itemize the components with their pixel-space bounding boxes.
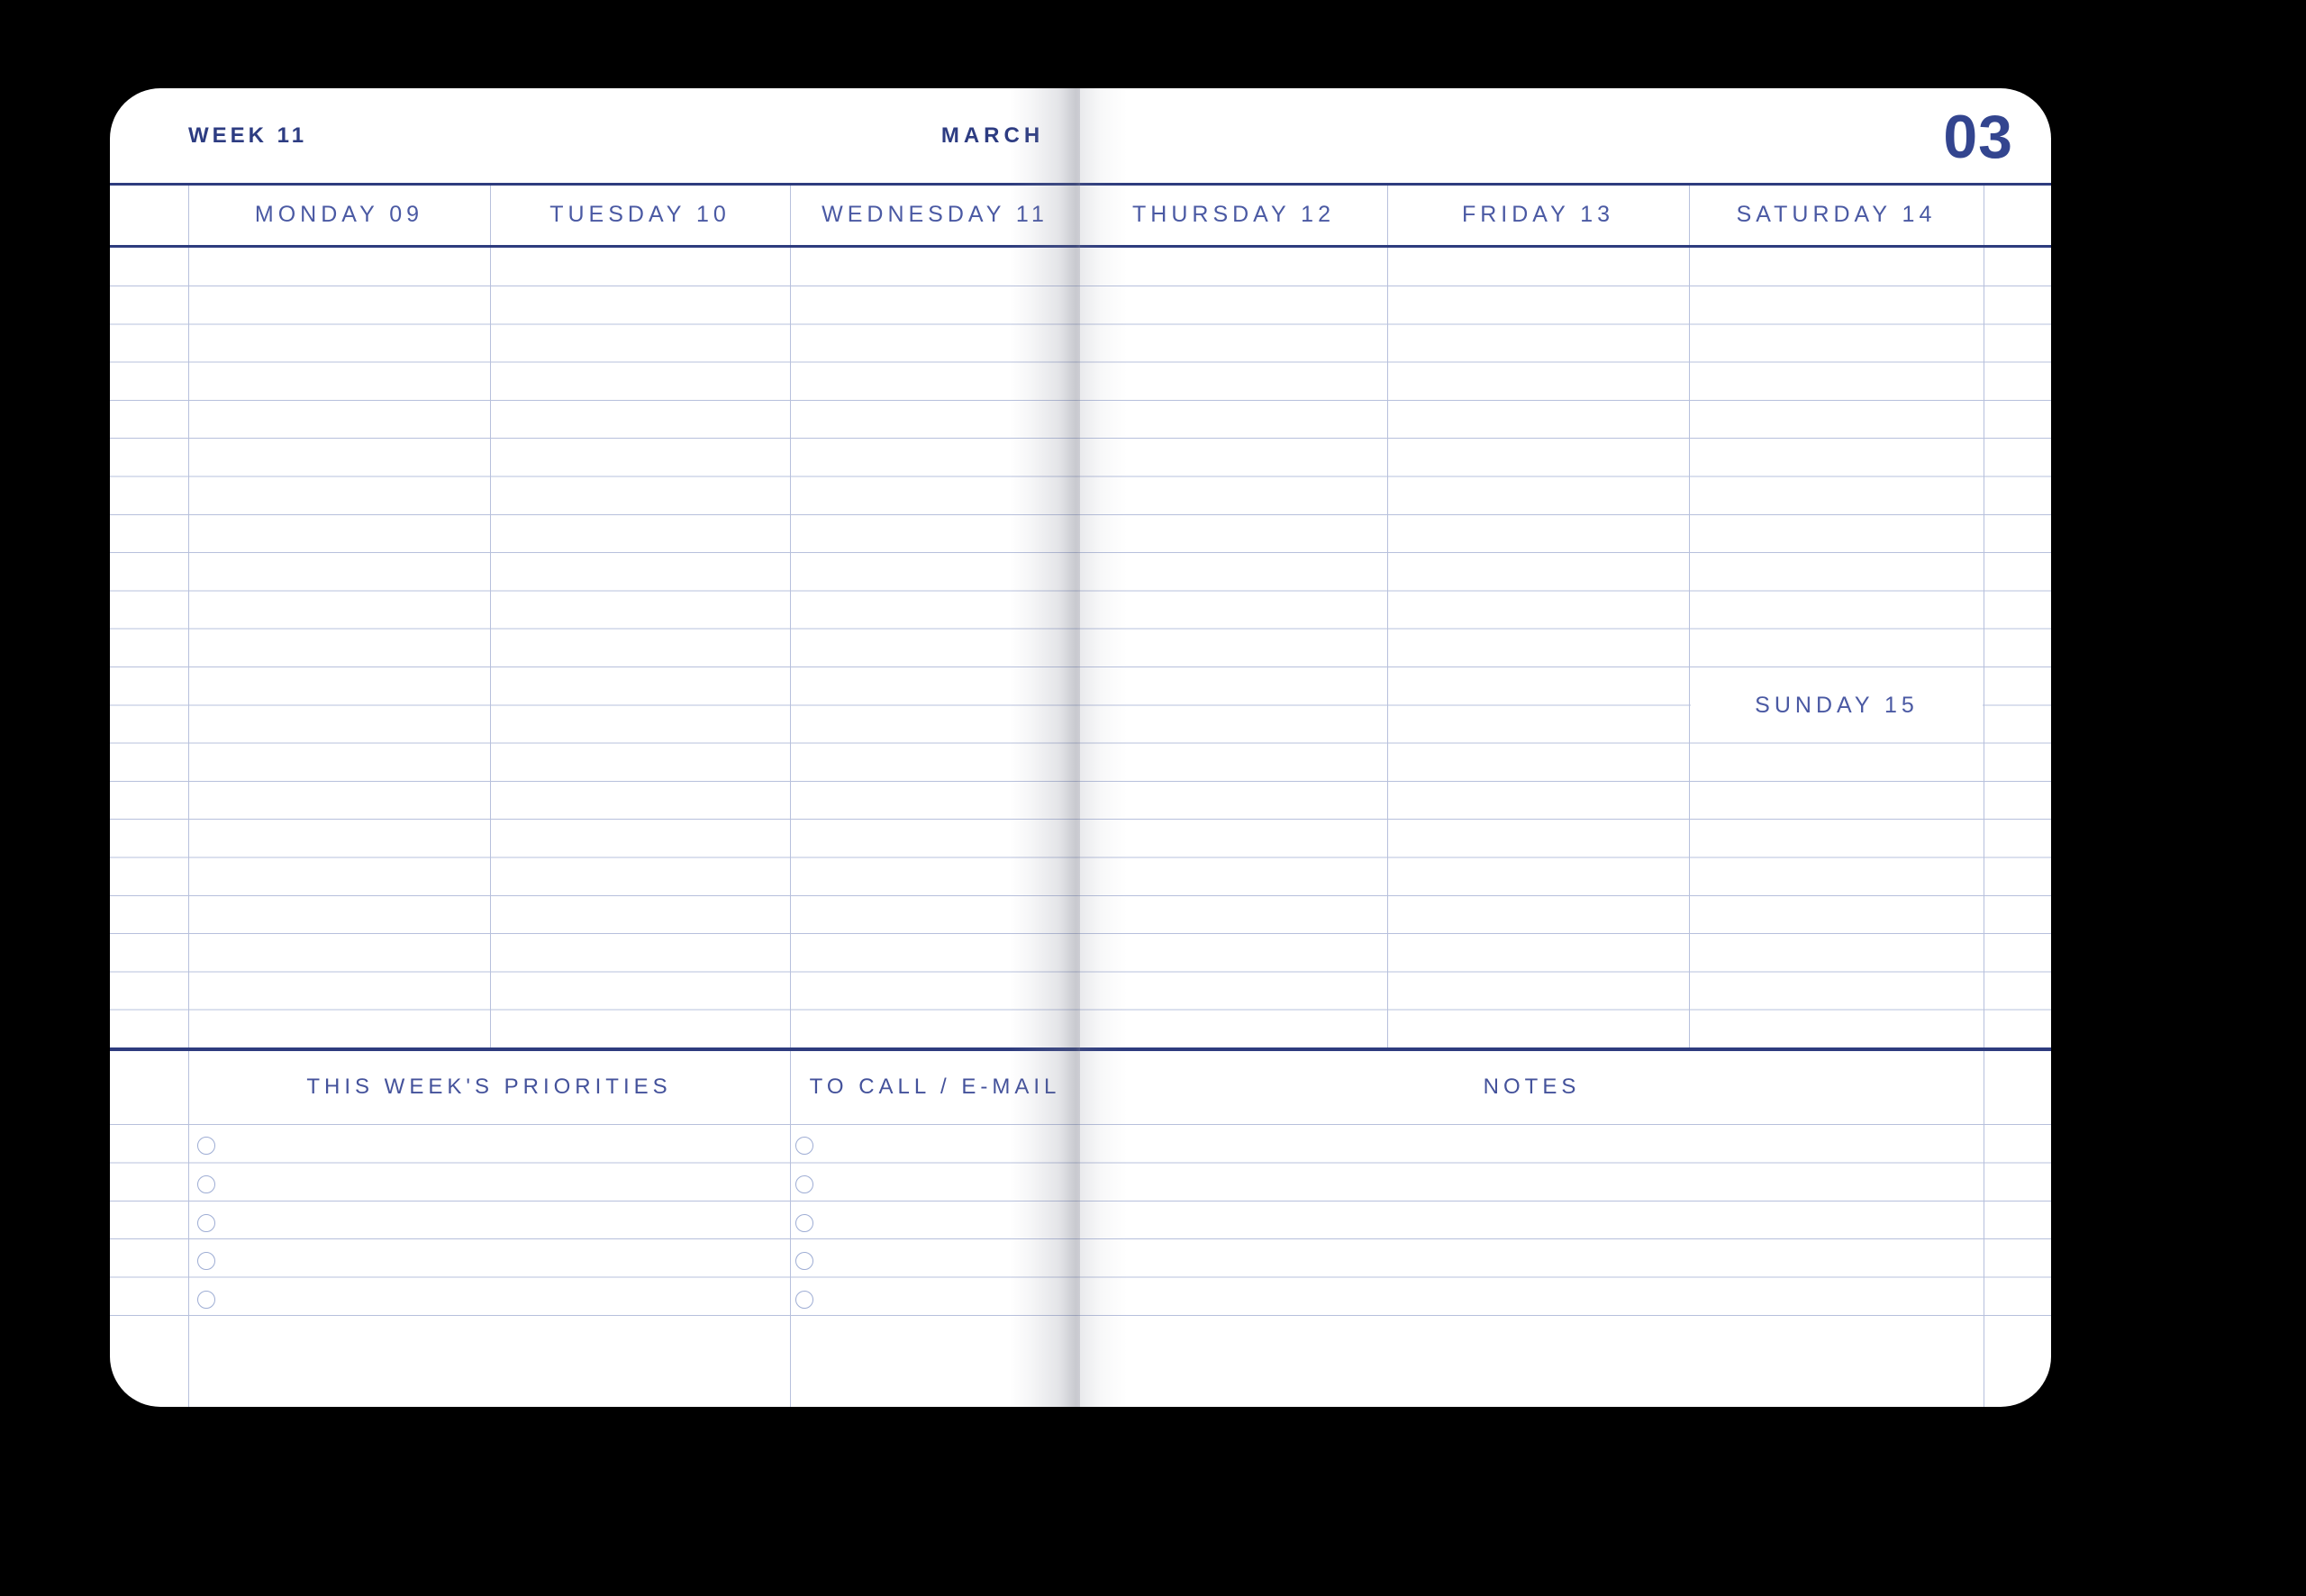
day-header-wednesday: WEDNESDAY 11 bbox=[822, 201, 1049, 227]
month-number-label: 03 bbox=[1943, 103, 2013, 171]
notes-area-wednesday[interactable] bbox=[791, 248, 1079, 1047]
header-top-rule bbox=[110, 183, 2051, 186]
day-header-monday: MONDAY 09 bbox=[254, 201, 424, 227]
day-header-tuesday: TUESDAY 10 bbox=[549, 201, 731, 227]
notes-area-saturday[interactable] bbox=[1690, 248, 1983, 686]
thursday-friday-divider bbox=[1387, 183, 1388, 1050]
day-header-sunday: SUNDAY 15 bbox=[1691, 686, 1983, 724]
to-call-section-label: TO CALL / E-MAIL bbox=[809, 1075, 1061, 1099]
bottom-section-rule bbox=[110, 1047, 2051, 1051]
priorities-checkbox-circle-icon[interactable] bbox=[197, 1175, 215, 1193]
to-call-checkbox-circle-icon[interactable] bbox=[795, 1291, 813, 1309]
day-header-friday: FRIDAY 13 bbox=[1461, 201, 1615, 227]
to-call-checkbox-circle-icon[interactable] bbox=[795, 1252, 813, 1270]
priorities-checkbox-circle-icon[interactable] bbox=[197, 1291, 215, 1309]
friday-saturday-divider bbox=[1689, 183, 1690, 1050]
planner-weekly-spread: WEEK 11 MARCH 03 MONDAY 09 TUESDAY 10 WE… bbox=[110, 88, 2051, 1407]
notes-section-area[interactable] bbox=[1081, 1124, 1983, 1315]
grid-row-rules bbox=[110, 286, 2051, 1015]
month-name-label: MARCH bbox=[940, 122, 1045, 148]
notes-section-label: NOTES bbox=[1483, 1075, 1581, 1099]
day-header-thursday: THURSDAY 12 bbox=[1132, 201, 1335, 227]
to-call-checkbox-circle-icon[interactable] bbox=[795, 1214, 813, 1232]
to-call-checkbox-circle-icon[interactable] bbox=[795, 1137, 813, 1155]
priorities-list-area[interactable] bbox=[189, 1124, 789, 1315]
to-call-list-area[interactable] bbox=[791, 1124, 1079, 1315]
priorities-section-label: THIS WEEK'S PRIORITIES bbox=[306, 1075, 672, 1099]
priorities-checkbox-circle-icon[interactable] bbox=[197, 1137, 215, 1155]
day-header-saturday: SATURDAY 14 bbox=[1736, 201, 1937, 227]
left-margin-rule bbox=[188, 183, 189, 1407]
notes-area-thursday[interactable] bbox=[1081, 248, 1386, 1047]
tuesday-wednesday-divider bbox=[790, 183, 791, 1407]
notes-area-monday[interactable] bbox=[189, 248, 489, 1047]
monday-tuesday-divider bbox=[490, 183, 491, 1050]
to-call-checkbox-circle-icon[interactable] bbox=[795, 1175, 813, 1193]
notes-area-sunday[interactable] bbox=[1690, 724, 1983, 1047]
notes-area-friday[interactable] bbox=[1388, 248, 1688, 1047]
notes-area-tuesday[interactable] bbox=[491, 248, 789, 1047]
week-number-label: WEEK 11 bbox=[188, 122, 308, 148]
priorities-checkbox-circle-icon[interactable] bbox=[197, 1214, 215, 1232]
header-bottom-rule bbox=[110, 245, 2051, 248]
priorities-checkbox-circle-icon[interactable] bbox=[197, 1252, 215, 1270]
bottom-row-rules bbox=[110, 1124, 2051, 1319]
